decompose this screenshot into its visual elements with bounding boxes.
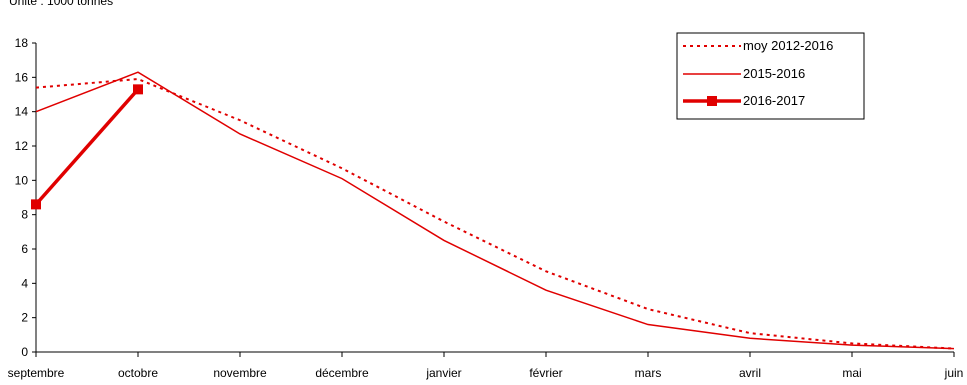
- y-tick-label: 2: [21, 311, 28, 325]
- y-tick-label: 18: [15, 36, 29, 50]
- series-line-1: [35, 71, 955, 350]
- x-tick-label: mars: [635, 366, 662, 380]
- axes: 0 2 4 6 8 10 12 14 16 18 septembre octobre novembre d…: [8, 36, 964, 380]
- series-point: [133, 84, 143, 95]
- x-tick-label: novembre: [213, 366, 267, 380]
- legend-marker: [707, 96, 717, 106]
- unit-label: Unité : 1000 tonnes: [9, 0, 114, 8]
- y-tick-label: 8: [21, 208, 28, 222]
- x-tick-label: juin: [944, 366, 964, 380]
- x-tick-label: février: [529, 366, 562, 380]
- y-tick-label: 16: [15, 70, 29, 84]
- y-tick-label: 12: [15, 139, 29, 153]
- series-line-2: [34, 88, 140, 206]
- x-tick-label: décembre: [315, 366, 369, 380]
- x-tick-label: octobre: [118, 366, 158, 380]
- x-tick-label: septembre: [8, 366, 65, 380]
- series-point: [31, 199, 41, 210]
- y-tick-label: 4: [21, 276, 28, 290]
- x-tick-label: mai: [842, 366, 861, 380]
- y-tick-label: 6: [21, 242, 28, 256]
- x-tick-label: janvier: [425, 366, 461, 380]
- legend-label: 2016-2017: [743, 93, 805, 108]
- y-tick-label: 14: [15, 105, 29, 119]
- x-tick-label: avril: [739, 366, 761, 380]
- y-tick-label: 0: [21, 345, 28, 359]
- series-layer: [31, 71, 955, 350]
- legend-label: moy 2012-2016: [743, 38, 833, 53]
- y-tick-label: 10: [15, 173, 29, 187]
- legend: moy 2012-2016 2015-2016 2016-2017: [676, 32, 865, 120]
- legend-label: 2015-2016: [743, 66, 805, 81]
